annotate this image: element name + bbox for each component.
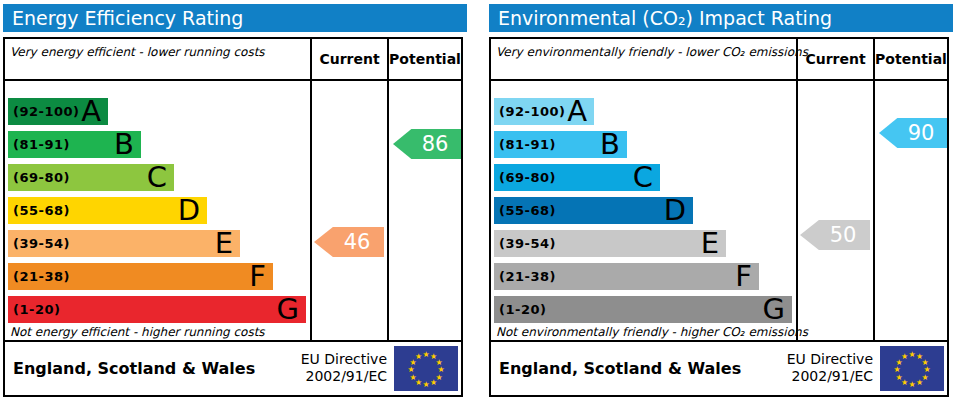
band-range-label: (1-20) xyxy=(13,302,60,317)
environmental-rating-table: Current Potential Very environmentally f… xyxy=(489,37,949,397)
eu-directive-label: EU Directive 2002/91/EC xyxy=(787,351,873,385)
column-divider xyxy=(387,39,389,342)
panel-footer: England, Scotland & Wales EU Directive 2… xyxy=(5,342,461,395)
energy-rating-table: Current Potential Very energy efficient … xyxy=(3,37,463,397)
band-range-label: (55-68) xyxy=(13,203,70,218)
eu-directive-line1: EU Directive xyxy=(787,351,873,368)
eu-flag-icon: ★★★ ★★★ ★★★ ★★★ xyxy=(880,346,944,391)
region-label: England, Scotland & Wales xyxy=(13,342,255,395)
band-range-label: (1-20) xyxy=(499,302,546,317)
panel-footer: England, Scotland & Wales EU Directive 2… xyxy=(491,342,947,395)
top-note: Very energy efficient - lower running co… xyxy=(10,45,265,59)
band-row-g: (1-20) G xyxy=(8,296,306,323)
energy-panel-title: Energy Efficiency Rating xyxy=(3,4,467,32)
potential-rating-value: 86 xyxy=(422,132,449,156)
band-range-label: (39-54) xyxy=(499,236,556,251)
potential-rating-value: 90 xyxy=(908,121,935,145)
svg-text:★: ★ xyxy=(430,378,437,387)
band-range-label: (21-38) xyxy=(13,269,70,284)
current-rating-value: 50 xyxy=(830,223,857,247)
eu-directive-line2: 2002/91/EC xyxy=(301,368,387,385)
band-row-d: (55-68) D xyxy=(8,197,207,224)
band-row-c: (69-80) C xyxy=(494,164,660,191)
svg-text:★: ★ xyxy=(415,352,422,361)
band-grade-letter: E xyxy=(701,230,719,257)
band-row-c: (69-80) C xyxy=(8,164,174,191)
band-grade-letter: F xyxy=(249,263,266,290)
band-grade-letter: D xyxy=(178,197,200,224)
band-grade-letter: A xyxy=(81,98,101,125)
bottom-note: Not environmentally friendly - higher CO… xyxy=(496,325,808,339)
header-divider xyxy=(491,79,947,81)
band-row-a: (92-100) A xyxy=(494,98,594,125)
band-grade-letter: G xyxy=(763,296,785,323)
current-rating-arrow: 50 xyxy=(800,220,870,250)
potential-column-header: Potential xyxy=(389,39,461,79)
column-divider xyxy=(310,39,312,342)
svg-text:★: ★ xyxy=(908,350,915,359)
band-grade-letter: F xyxy=(735,263,752,290)
column-divider xyxy=(873,39,875,342)
band-range-label: (92-100) xyxy=(499,104,566,119)
eu-directive-line1: EU Directive xyxy=(301,351,387,368)
potential-column-header: Potential xyxy=(875,39,947,79)
band-grade-letter: B xyxy=(114,131,134,158)
svg-text:★: ★ xyxy=(901,352,908,361)
band-range-label: (69-80) xyxy=(499,170,556,185)
svg-text:★: ★ xyxy=(422,380,429,389)
svg-text:★: ★ xyxy=(908,380,915,389)
band-row-e: (39-54) E xyxy=(494,230,726,257)
band-grade-letter: A xyxy=(567,98,587,125)
svg-text:★: ★ xyxy=(422,350,429,359)
environmental-panel-title: Environmental (CO₂) Impact Rating xyxy=(489,4,953,32)
bottom-note: Not energy efficient - higher running co… xyxy=(10,325,265,339)
band-row-f: (21-38) F xyxy=(494,263,759,290)
band-grade-letter: C xyxy=(633,164,653,191)
environmental-impact-panel: Environmental (CO₂) Impact Rating Curren… xyxy=(489,4,953,400)
eu-directive-label: EU Directive 2002/91/EC xyxy=(301,351,387,385)
potential-rating-arrow: 90 xyxy=(879,118,947,148)
band-grade-letter: C xyxy=(147,164,167,191)
band-row-g: (1-20) G xyxy=(494,296,792,323)
current-rating-arrow: 46 xyxy=(314,227,384,257)
band-grade-letter: B xyxy=(600,131,620,158)
column-divider xyxy=(796,39,798,342)
svg-text:★: ★ xyxy=(916,378,923,387)
energy-efficiency-panel: Energy Efficiency Rating Current Potenti… xyxy=(3,4,467,400)
region-label: England, Scotland & Wales xyxy=(499,342,741,395)
band-row-b: (81-91) B xyxy=(494,131,627,158)
current-column-header: Current xyxy=(798,39,873,79)
band-row-e: (39-54) E xyxy=(8,230,240,257)
band-grade-letter: E xyxy=(215,230,233,257)
current-rating-value: 46 xyxy=(344,230,371,254)
header-divider xyxy=(5,79,461,81)
eu-directive-line2: 2002/91/EC xyxy=(787,368,873,385)
band-range-label: (92-100) xyxy=(13,104,80,119)
band-range-label: (81-91) xyxy=(13,137,70,152)
band-range-label: (21-38) xyxy=(499,269,556,284)
current-column-header: Current xyxy=(312,39,387,79)
band-row-a: (92-100) A xyxy=(8,98,108,125)
band-range-label: (69-80) xyxy=(13,170,70,185)
band-grade-letter: G xyxy=(277,296,299,323)
potential-rating-arrow: 86 xyxy=(393,129,461,159)
band-row-f: (21-38) F xyxy=(8,263,273,290)
band-range-label: (55-68) xyxy=(499,203,556,218)
band-range-label: (39-54) xyxy=(13,236,70,251)
band-range-label: (81-91) xyxy=(499,137,556,152)
top-note: Very environmentally friendly - lower CO… xyxy=(496,45,808,59)
band-row-d: (55-68) D xyxy=(494,197,693,224)
band-grade-letter: D xyxy=(664,197,686,224)
band-row-b: (81-91) B xyxy=(8,131,141,158)
eu-flag-icon: ★★★ ★★★ ★★★ ★★★ xyxy=(394,346,458,391)
epc-rating-charts: Energy Efficiency Rating Current Potenti… xyxy=(0,0,957,404)
